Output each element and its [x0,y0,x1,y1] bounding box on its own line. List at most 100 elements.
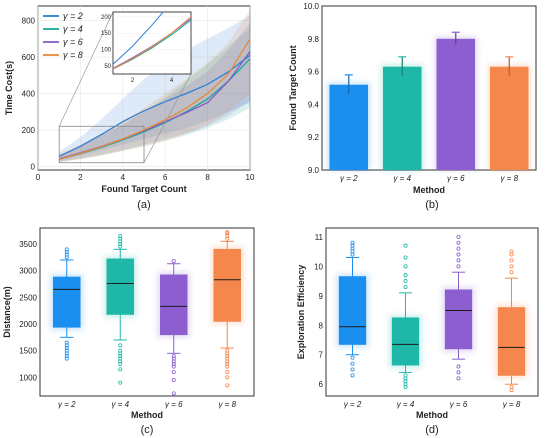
x-tick: γ = 8 [500,174,518,183]
y-tick: 6 [319,380,324,389]
x-tick-labels: γ = 2 γ = 4 γ = 6 γ = 8 [340,174,519,183]
outlier-point [118,351,123,356]
box [497,307,526,376]
outlier-point [171,391,176,396]
inset-x-tick: 2 [131,78,135,84]
bar [436,38,476,170]
outlier-point [509,264,514,269]
bars [327,31,531,170]
legend-label: γ = 6 [63,37,83,47]
inset-series-line [113,12,164,65]
outlier-point [171,356,176,361]
outlier-point [456,240,461,245]
outlier-point [456,234,461,239]
y-tick: 800 [22,17,36,26]
y-tick-labels: 1000 1500 2000 2500 3000 3500 [19,240,37,382]
outlier-point [403,264,408,269]
outlier-point [350,367,355,372]
y-tick: 9.8 [308,35,320,44]
legend-label: γ = 2 [63,11,83,21]
confidence-band [59,9,251,163]
confidence-band [59,22,251,162]
confidence-bands [59,9,251,163]
bar [382,66,422,170]
y-axis-label: Exploration Efficiency [296,265,306,360]
y-tick: 8 [319,321,324,330]
outlier-point [225,375,230,380]
panel-c-box-plot: γ = 2 γ = 4 γ = 6 γ = 8 1000 1500 2000 2500 300… [2,227,255,436]
x-tick: γ = 4 [397,400,415,409]
outlier-point [118,380,123,385]
outlier-point [64,348,69,353]
x-axis-label: Method [131,410,163,420]
y-tick: 0 [31,162,36,171]
y-tick: 7 [319,351,324,360]
caption-d: (d) [425,424,438,436]
box [159,274,188,336]
x-tick: 2 [78,173,83,182]
y-tick: 9.2 [308,133,320,142]
outlier-point [171,369,176,374]
x-tick: 8 [205,173,210,182]
inset-series-line [113,19,191,70]
series-line [58,54,251,157]
y-tick: 200 [22,126,36,135]
caption-a: (a) [137,199,150,211]
y-tick: 400 [22,89,36,98]
outlier-point [118,343,123,348]
zoom-connector [58,11,114,127]
x-tick-labels: γ = 2 γ = 4 γ = 6 γ = 8 [58,400,237,409]
outlier-point [225,361,230,366]
outlier-point [456,370,461,375]
y-tick: 2500 [19,293,37,302]
y-tick-labels: 6 7 8 9 10 11 [314,233,323,389]
box [444,289,473,350]
y-tick-labels: 9.0 9.2 9.4 9.6 9.8 10.0 [303,2,319,175]
legend-label: γ = 8 [63,50,83,60]
zoom-source-box [58,125,145,164]
legend-label: γ = 4 [63,24,83,34]
outlier-point [509,258,514,263]
outlier-point [64,247,69,252]
outlier-point [225,236,230,241]
x-tick: 10 [246,173,255,182]
outlier-point [118,233,123,238]
outlier-point [118,348,123,353]
outlier-point [225,230,230,235]
outlier-point [456,364,461,369]
outlier-point [118,359,123,364]
outlier-point [509,385,514,390]
outlier-point [225,383,230,388]
outlier-point [225,348,230,353]
outlier-point [171,377,176,382]
box [213,248,242,322]
inset-y-tick: 150 [101,31,112,37]
y-tick: 3500 [19,240,37,249]
y-tick: 11 [315,233,324,242]
outlier-point [350,355,355,360]
y-axis-label: Time Cost(s) [4,61,14,115]
x-tick: 0 [36,173,41,182]
outlier-point [118,239,123,244]
inset-y-tick: 100 [101,48,112,54]
y-tick: 9.6 [308,68,320,77]
y-tick: 600 [22,53,36,62]
outlier-point [118,361,123,366]
boxes [336,234,528,393]
y-tick: 9.0 [308,166,320,175]
inset-x-tick: 4 [170,78,174,84]
outlier-point [225,359,230,364]
outlier-point [64,249,69,254]
outlier-point [118,244,123,249]
legend: γ = 2 γ = 4 γ = 6 γ = 8 [43,11,83,60]
y-axis-label: Distance(m) [2,286,12,338]
y-tick: 1500 [19,347,37,356]
y-tick: 2000 [19,320,37,329]
outlier-point [171,359,176,364]
bar [489,66,529,170]
x-tick: γ = 8 [218,400,236,409]
outlier-point [171,364,176,369]
x-tick: γ = 6 [165,400,183,409]
outlier-point [403,279,408,284]
outlier-point [64,353,69,358]
